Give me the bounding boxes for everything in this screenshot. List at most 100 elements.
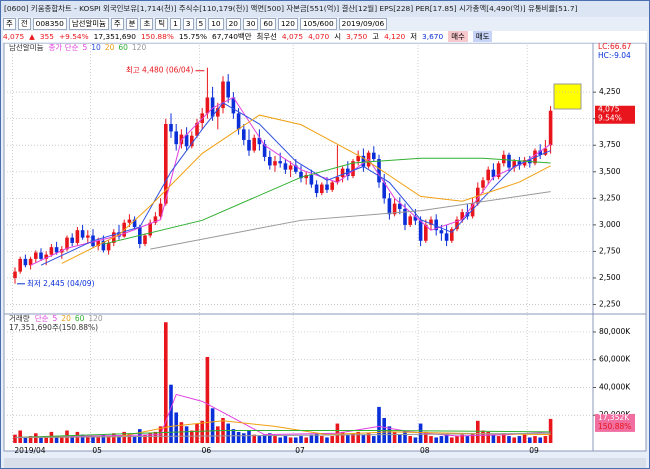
candle-body <box>507 154 511 168</box>
toolbar-item[interactable]: 틱 <box>155 18 169 30</box>
toolbar-item[interactable]: 008350 <box>32 18 67 30</box>
candle-body <box>335 177 340 183</box>
volume-bar <box>330 436 334 443</box>
candle-body <box>158 203 163 217</box>
candle-body <box>190 135 194 147</box>
legend-entry: 5 <box>53 314 58 323</box>
candle-body <box>106 242 111 251</box>
candle-body <box>268 156 272 166</box>
legend-title: 거래량 <box>9 314 30 323</box>
quote-item[interactable]: 매도 <box>472 31 493 42</box>
toolbar-item[interactable]: 10 <box>208 18 224 30</box>
candle-body <box>413 216 418 221</box>
volume-bar <box>528 437 532 443</box>
volume-bar <box>517 436 522 443</box>
ma-line <box>103 157 551 245</box>
toolbar-item[interactable]: 분 <box>125 18 139 30</box>
volume-bar <box>455 436 459 443</box>
quote-item[interactable]: 매수 <box>448 31 468 42</box>
candle-body <box>325 184 329 190</box>
y-tick-label: 80,000K <box>599 327 631 336</box>
volume-bar <box>169 384 173 443</box>
candle-body <box>283 163 288 170</box>
volume-bar <box>429 436 433 443</box>
candle-body <box>294 165 298 172</box>
legend-entry: 20 <box>61 314 71 323</box>
quote-item: 3,670 <box>422 32 444 41</box>
ma-line <box>14 393 551 438</box>
candle-body <box>143 235 147 244</box>
ma-line <box>150 191 551 250</box>
candle-body <box>387 198 392 215</box>
volume-bar <box>148 433 152 443</box>
volume-bar <box>502 433 506 443</box>
hc-label: HC:-9.04 <box>598 51 631 60</box>
candle-body <box>455 219 459 230</box>
volume-bar <box>512 437 516 443</box>
legend-label: 단순 <box>35 313 49 323</box>
candle-body <box>148 222 152 236</box>
toolbar-item[interactable]: 120 <box>277 18 298 30</box>
quote-item: 15.75% <box>178 32 208 41</box>
toolbar-item[interactable]: 5 <box>195 18 207 30</box>
volume-bar <box>283 436 288 443</box>
candle-body <box>252 137 256 151</box>
volume-bar <box>366 433 371 443</box>
candle-body <box>288 165 293 170</box>
toolbar-item[interactable]: 초 <box>140 18 154 30</box>
toolbar-item[interactable]: 30 <box>243 18 259 30</box>
volume-bar <box>273 436 277 443</box>
x-tick-label: 09 <box>529 446 539 455</box>
candle-body <box>86 235 90 238</box>
volume-bar <box>413 437 418 443</box>
volume-bar <box>372 436 376 443</box>
quote-item: 150.88% <box>140 32 174 41</box>
y-tick-label: 60,000K <box>599 355 631 364</box>
volume-bar <box>86 437 90 443</box>
x-tick-label: 08 <box>420 446 430 455</box>
toolbar-item[interactable]: 2019/09/06 <box>338 18 388 30</box>
volume-bar <box>18 430 22 443</box>
legend-label: 종가 단순 <box>49 43 79 52</box>
toolbar-item[interactable]: 3 <box>182 18 194 30</box>
candle-body <box>195 122 199 136</box>
ma-line <box>14 432 551 438</box>
chart: 2,2502,5002,7503,0003,2503,5003,7504,000… <box>3 43 647 468</box>
volume-bar <box>117 436 121 443</box>
quote-item: 저 <box>410 32 418 41</box>
candle-body <box>226 81 230 98</box>
toolbar-item[interactable]: 남선알미늄 <box>68 18 109 30</box>
candle-body <box>450 229 454 241</box>
volume-bar <box>70 436 74 443</box>
toolbar-item[interactable]: 전 <box>17 18 31 30</box>
toolbar-item[interactable]: 1 <box>170 18 181 30</box>
scrollbar[interactable] <box>4 458 646 468</box>
volume-bar <box>216 426 220 443</box>
volume-bar <box>54 437 59 443</box>
candle-body <box>65 237 69 250</box>
candle-body <box>382 182 386 199</box>
legend-entry: 20 <box>105 43 115 52</box>
volume-bar <box>450 437 454 443</box>
toolbar-item[interactable]: 20 <box>225 18 242 30</box>
toolbar-item[interactable]: 주 <box>110 18 124 30</box>
toolbar-item[interactable]: 주 <box>3 18 16 30</box>
volume-bar <box>444 434 449 443</box>
candle-body <box>424 224 428 241</box>
volume-bar <box>533 436 537 443</box>
ratio-label: 150.88% <box>598 422 631 431</box>
candle-body <box>39 252 43 259</box>
toolbar-item[interactable]: 60 <box>260 18 276 30</box>
candle-body <box>538 150 542 155</box>
candle-body <box>13 271 17 278</box>
volume-bar <box>101 434 106 443</box>
volume-bar <box>60 436 64 443</box>
price-label: 4,075 <box>598 105 620 114</box>
quote-item: 17,351,690 <box>93 32 136 41</box>
candle-body <box>496 163 501 178</box>
candle-body <box>320 184 324 194</box>
volume-bar <box>132 436 137 443</box>
volume-bar <box>460 434 464 443</box>
candle-body <box>164 124 168 204</box>
toolbar-item[interactable]: 105/600 <box>299 18 337 30</box>
